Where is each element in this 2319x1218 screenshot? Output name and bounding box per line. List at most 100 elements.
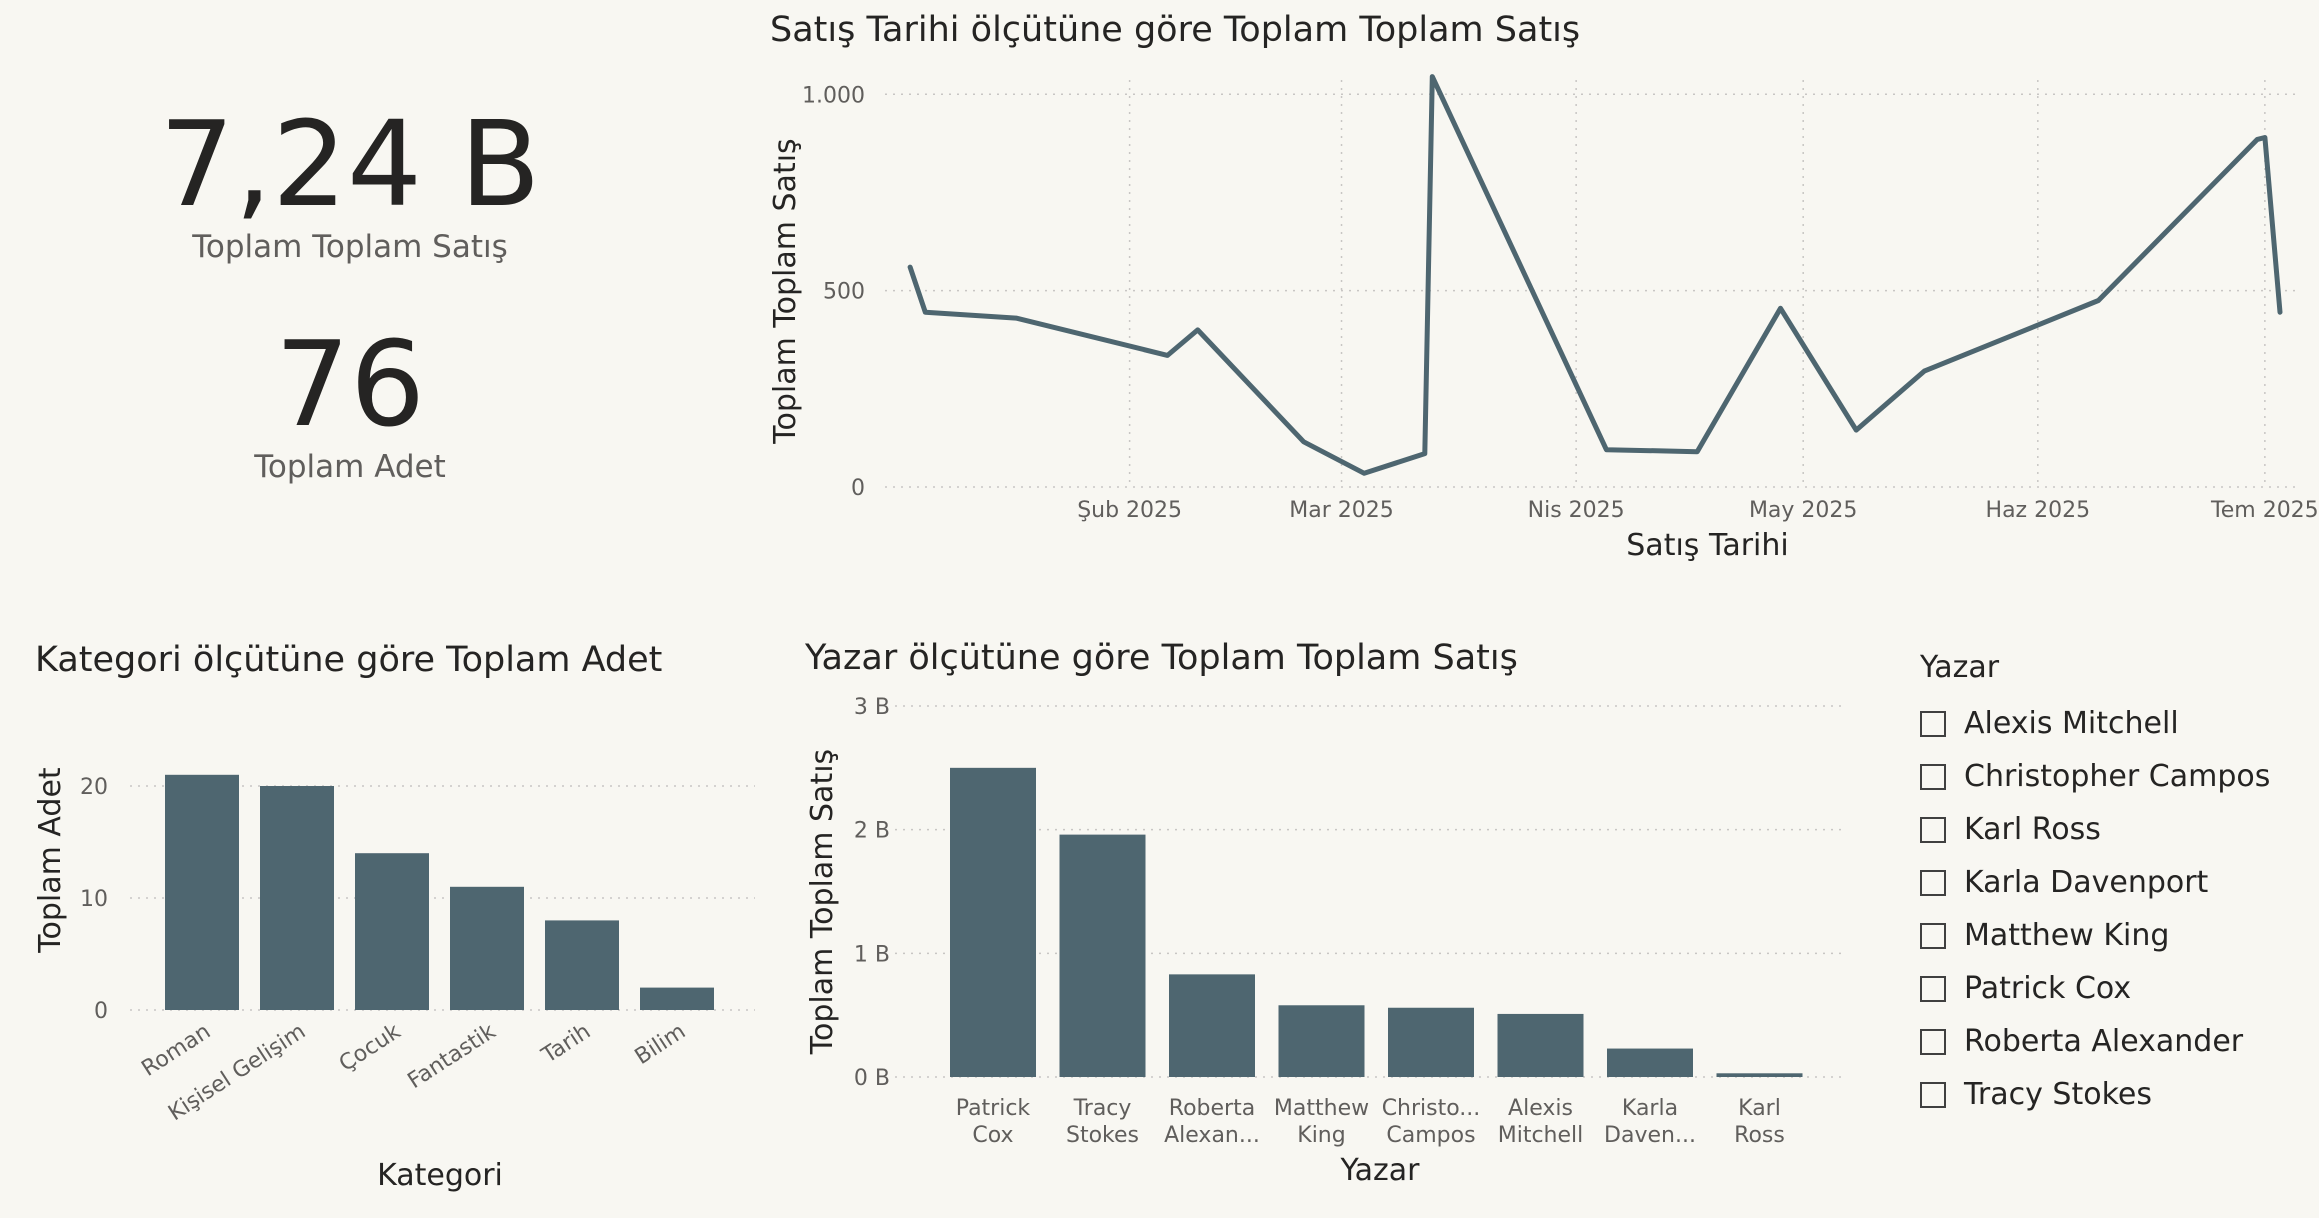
chart-title: Satış Tarihi ölçütüne göre Toplam Toplam…	[770, 10, 1581, 50]
x-tick-label: Çocuk	[335, 1019, 406, 1077]
x-tick-label: Alexan...	[1164, 1123, 1260, 1148]
bar	[1388, 1007, 1474, 1077]
x-tick-label: Daven...	[1604, 1123, 1696, 1148]
x-tick-label: Bilim	[631, 1019, 691, 1070]
x-tick-label: Nis 2025	[1528, 498, 1625, 523]
slicer-item[interactable]: Roberta Alexander	[1920, 1015, 2310, 1068]
kpi-card-total-count: 76 Toplam Adet	[0, 325, 700, 485]
author-bar-chart-visual[interactable]: Yazar ölçütüne göre Toplam Toplam Satış …	[790, 620, 1870, 1218]
kpi-value: 7,24 B	[159, 95, 541, 233]
checkbox[interactable]	[1920, 1081, 1946, 1108]
bar	[545, 920, 619, 1010]
x-tick-label: Patrick	[956, 1096, 1031, 1121]
series-line	[907, 74, 2283, 476]
author-slicer: Yazar Alexis Mitchell Christopher Campos K…	[1920, 650, 2310, 1121]
y-tick-label: 2 B	[854, 819, 890, 844]
bar	[260, 786, 334, 1010]
bar	[1278, 1005, 1365, 1077]
checkbox[interactable]	[1920, 922, 1946, 949]
bar	[1497, 1013, 1584, 1077]
checkbox[interactable]	[1920, 763, 1946, 790]
y-tick-label: 500	[823, 280, 865, 305]
y-tick-label: 20	[80, 775, 108, 800]
x-tick-label: Stokes	[1066, 1123, 1139, 1148]
x-tick-label: Ross	[1734, 1123, 1785, 1148]
slicer-item[interactable]: Tracy Stokes	[1920, 1068, 2310, 1121]
checkbox[interactable]	[1920, 710, 1946, 737]
bar	[1059, 834, 1146, 1077]
x-tick-label: Haz 2025	[1986, 498, 2091, 523]
slicer-title: Yazar	[1920, 650, 2000, 685]
y-tick-label: 10	[80, 887, 108, 912]
slicer-item[interactable]: Karla Davenport	[1920, 856, 2310, 909]
bar	[950, 767, 1036, 1077]
y-tick-label: 0	[851, 476, 865, 501]
line-chart: 0 500 1.000 Şub 2025 Mar 2025 Nis 2025 May 202…	[768, 74, 2319, 563]
slicer-item[interactable]: Christopher Campos	[1920, 750, 2310, 803]
x-tick-label: Cox	[972, 1123, 1013, 1148]
y-tick-label: 0 B	[854, 1066, 890, 1091]
chart-title: Kategori ölçütüne göre Toplam Adet	[35, 640, 663, 680]
kpi-label: Toplam Adet	[254, 449, 446, 485]
slicer-item[interactable]: Alexis Mitchell	[1920, 697, 2310, 750]
slicer-item-label: Christopher Campos	[1964, 759, 2271, 794]
slicer-item-label: Roberta Alexander	[1964, 1024, 2244, 1059]
x-tick-label: Tracy	[1073, 1096, 1132, 1121]
slicer-item-label: Matthew King	[1964, 918, 2170, 953]
y-tick-label: 1.000	[802, 83, 865, 108]
slicer-item[interactable]: Karl Ross	[1920, 803, 2310, 856]
slicer-item[interactable]: Matthew King	[1920, 909, 2310, 962]
kpi-value: 76	[274, 315, 426, 453]
y-tick-label: 0	[94, 999, 108, 1024]
x-tick-label: Mitchell	[1498, 1123, 1584, 1148]
kpi-card-total-sales: 7,24 B Toplam Toplam Satış	[0, 105, 700, 265]
bar	[640, 987, 714, 1010]
bar	[450, 886, 524, 1010]
x-tick-label: Tarih	[537, 1019, 595, 1069]
x-tick-label: Karla	[1622, 1096, 1678, 1121]
x-tick-label: Fantastik	[404, 1019, 501, 1094]
slicer-item-label: Patrick Cox	[1964, 971, 2132, 1006]
x-tick-label: Roman	[137, 1019, 215, 1082]
y-axis-label: Toplam Adet	[33, 767, 68, 954]
x-tick-label: May 2025	[1749, 498, 1857, 523]
slicer-item-label: Karla Davenport	[1964, 865, 2209, 900]
y-tick-label: 3 B	[854, 695, 890, 720]
x-tick-label: Christo...	[1382, 1096, 1481, 1121]
slicer-item[interactable]: Patrick Cox	[1920, 962, 2310, 1015]
kpi-label: Toplam Toplam Satış	[192, 229, 508, 265]
x-axis-label: Kategori	[377, 1158, 503, 1193]
x-axis-label: Satış Tarihi	[1626, 528, 1788, 563]
checkbox[interactable]	[1920, 869, 1946, 896]
checkbox[interactable]	[1920, 816, 1946, 843]
slicer-list: Alexis Mitchell Christopher Campos Karl Ro…	[1920, 697, 2310, 1121]
x-tick-label: Campos	[1386, 1123, 1475, 1148]
x-tick-label: Roberta	[1169, 1096, 1255, 1121]
bar	[1169, 974, 1255, 1077]
slicer-item-label: Karl Ross	[1964, 812, 2101, 847]
bar	[1716, 1073, 1803, 1077]
checkbox[interactable]	[1920, 975, 1946, 1002]
x-tick-label: King	[1297, 1123, 1345, 1148]
slicer-item-label: Tracy Stokes	[1964, 1077, 2152, 1112]
line-chart-visual[interactable]: Satış Tarihi ölçütüne göre Toplam Toplam…	[765, 0, 2319, 580]
bar	[1607, 1048, 1693, 1077]
x-axis-label: Yazar	[1339, 1153, 1420, 1188]
x-tick-label: Matthew	[1274, 1096, 1369, 1121]
bar	[165, 774, 239, 1010]
y-tick-label: 1 B	[854, 942, 890, 967]
x-tick-label: Alexis	[1508, 1096, 1573, 1121]
bar	[355, 853, 429, 1010]
y-axis-label: Toplam Toplam Satış	[768, 138, 803, 444]
x-tick-label: Mar 2025	[1289, 498, 1394, 523]
x-tick-label: Şub 2025	[1077, 498, 1182, 523]
category-bar-chart-visual[interactable]: Kategori ölçütüne göre Toplam Adet 0 10 20…	[0, 620, 770, 1218]
x-tick-label: Tem 2025	[2210, 498, 2319, 523]
checkbox[interactable]	[1920, 1028, 1946, 1055]
x-tick-label: Karl	[1738, 1096, 1781, 1121]
y-axis-label: Toplam Toplam Satış	[805, 749, 840, 1055]
chart-title: Yazar ölçütüne göre Toplam Toplam Satış	[805, 638, 1518, 678]
slicer-item-label: Alexis Mitchell	[1964, 706, 2179, 741]
